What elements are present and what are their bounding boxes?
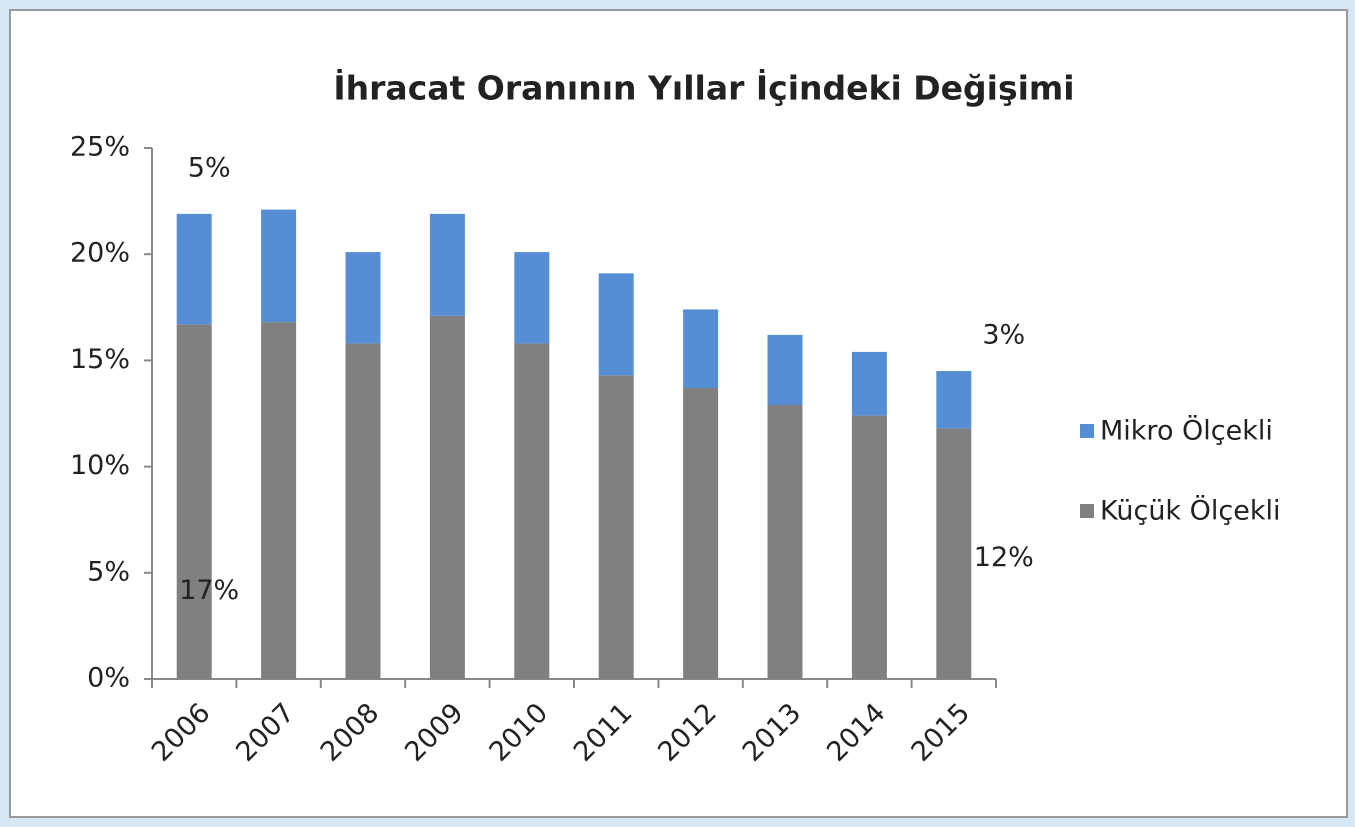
data-label: 5% xyxy=(188,152,231,183)
legend-label: Mikro Ölçekli xyxy=(1100,415,1273,447)
bar-segment xyxy=(514,343,550,679)
bar-segment xyxy=(261,322,297,679)
bar-segment xyxy=(598,375,634,679)
data-label: 3% xyxy=(982,320,1025,351)
bar-segment xyxy=(429,213,465,316)
y-tick-label: 15% xyxy=(70,344,130,375)
legend-label: Küçük Ölçekli xyxy=(1100,495,1281,527)
bar-segment xyxy=(851,415,887,679)
data-label: 17% xyxy=(179,575,239,606)
legend-swatch xyxy=(1080,424,1094,438)
bar-segment xyxy=(176,324,212,679)
y-tick-label: 20% xyxy=(70,238,130,269)
bar-segment xyxy=(345,343,381,679)
chart-title: İhracat Oranının Yıllar İçindeki Değişim… xyxy=(333,68,1074,108)
bar-segment xyxy=(514,252,550,344)
bar-segment xyxy=(767,405,803,679)
bar-segment xyxy=(261,209,297,323)
bar-segment xyxy=(683,388,719,679)
bar-segment xyxy=(851,351,887,416)
legend-swatch xyxy=(1080,504,1094,518)
bar-segment xyxy=(176,213,212,325)
y-tick-label: 10% xyxy=(70,450,130,481)
y-tick-label: 5% xyxy=(87,556,130,587)
bar-segment xyxy=(683,309,719,389)
y-tick-label: 25% xyxy=(70,132,130,163)
bar-segment xyxy=(767,334,803,406)
chart-frame xyxy=(9,9,1348,818)
bar-segment xyxy=(936,371,972,429)
bar-segment xyxy=(345,252,381,344)
bar-segment xyxy=(598,273,634,376)
bar-segment xyxy=(429,315,465,679)
bar-segment xyxy=(936,428,972,679)
data-label: 12% xyxy=(974,542,1034,573)
y-tick-label: 0% xyxy=(87,663,130,694)
